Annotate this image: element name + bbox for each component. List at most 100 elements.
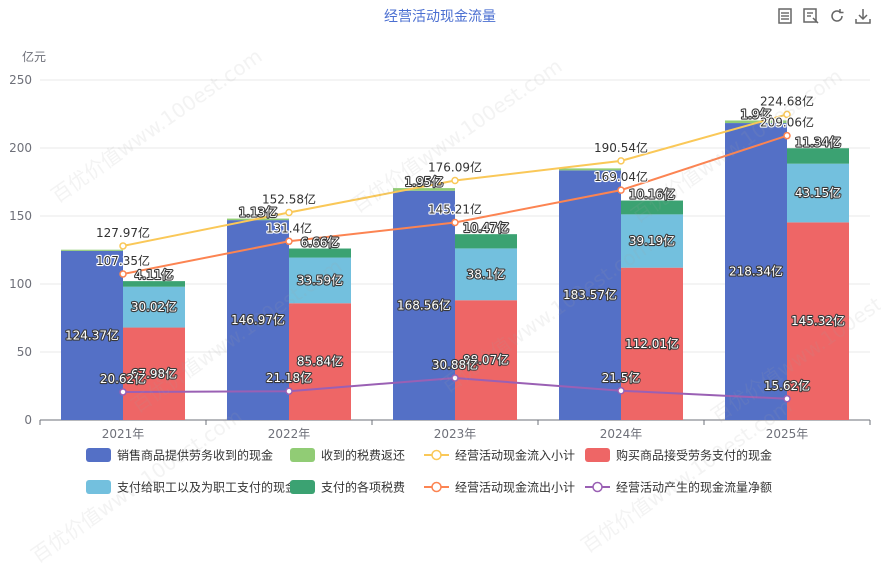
bar xyxy=(289,257,351,304)
x-tick-label: 2024年 xyxy=(600,427,643,441)
bar-value-label: 146.97亿 xyxy=(231,312,285,327)
bar-value-label: 218.34亿 xyxy=(729,264,783,279)
line-point xyxy=(451,374,459,382)
download-icon[interactable] xyxy=(853,6,873,26)
bar-value-label: 124.37亿 xyxy=(65,327,119,342)
legend-swatch xyxy=(290,480,315,494)
line-point xyxy=(783,110,791,119)
bar xyxy=(61,250,123,420)
bar-value-label: 11.34亿 xyxy=(795,134,841,149)
bar xyxy=(123,327,185,420)
bar-value-label: 1.13亿 xyxy=(239,205,278,220)
y-tick-label: 100 xyxy=(9,277,32,291)
x-tick-label: 2022年 xyxy=(268,427,311,441)
bar-value-label: 38.1亿 xyxy=(467,266,506,281)
line-point xyxy=(783,131,791,140)
bar xyxy=(61,249,123,251)
x-tick-label: 2025年 xyxy=(766,427,809,441)
line-value-label: 169.04亿 xyxy=(594,169,648,184)
bar xyxy=(455,248,517,301)
line-point xyxy=(451,218,459,227)
legend-label: 收到的税费返还 xyxy=(321,448,405,463)
line-point xyxy=(285,208,293,217)
legend-swatch-marker xyxy=(592,481,603,493)
line-point xyxy=(617,157,625,165)
legend-label: 支付给职工以及为职工支付的现金 xyxy=(117,480,297,495)
line-point xyxy=(119,242,127,250)
chart-title: 经营活动现金流量 xyxy=(384,9,496,25)
chart-canvas: 经营活动现金流量 亿元 0 50 100 150 200 250 124.37亿 146.9… xyxy=(9,9,871,495)
bar xyxy=(455,234,517,249)
line-point xyxy=(617,186,625,194)
legend-label: 支付的各项税费 xyxy=(321,480,405,495)
y-tick-label: 50 xyxy=(17,345,32,359)
bar-series xyxy=(61,120,849,420)
line-point xyxy=(119,270,127,278)
bar xyxy=(787,222,849,420)
line-value-label: 107.35亿 xyxy=(96,253,150,268)
bar xyxy=(559,168,621,171)
line-value-label: 131.4亿 xyxy=(266,220,312,235)
line-series xyxy=(119,110,791,403)
x-tick-label: 2021年 xyxy=(102,427,145,441)
y-tick-label: 150 xyxy=(9,209,32,223)
data-view-icon[interactable] xyxy=(775,6,795,26)
data-labels: 124.37亿 146.97亿 168.56亿 183.57亿 218.34亿 1.13亿… xyxy=(64,92,846,394)
bar xyxy=(227,220,289,420)
line-point xyxy=(119,388,127,396)
line-value-label: 145.21亿 xyxy=(428,202,482,217)
y-tick-label: 0 xyxy=(24,413,32,427)
bar xyxy=(725,123,787,420)
image-view-icon[interactable] xyxy=(801,6,821,26)
line-value-label: 21.18亿 xyxy=(266,370,312,385)
chart-toolbar xyxy=(775,6,873,26)
legend-swatch xyxy=(585,448,610,462)
y-axis-ticks: 0 50 100 150 200 250 xyxy=(9,73,32,427)
line-value-label: 190.54亿 xyxy=(594,140,648,155)
bar-value-label: 88.07亿 xyxy=(463,352,509,367)
line-point xyxy=(617,387,625,395)
x-axis-ticks: 2021年 2022年 2023年 2024年 2025年 xyxy=(39,420,871,441)
legend-label: 经营活动现金流入小计 xyxy=(455,448,575,463)
bar xyxy=(123,281,185,287)
bar-value-label: 10.47亿 xyxy=(463,220,509,235)
bar-value-label: 112.01亿 xyxy=(625,336,679,351)
bar xyxy=(559,170,621,420)
legend-swatch xyxy=(86,480,111,494)
line-value-label: 20.62亿 xyxy=(100,371,146,386)
bar xyxy=(621,200,683,215)
bar xyxy=(725,120,787,124)
legend-label: 经营活动现金流出小计 xyxy=(455,480,575,495)
x-tick-label: 2023年 xyxy=(434,427,477,441)
legend: 销售商品提供劳务收到的现金 收到的税费返还 经营活动现金流入小计 购买商品接受劳务支付… xyxy=(86,448,772,495)
bar-value-label: 4.11亿 xyxy=(135,267,174,282)
line-value-label: 30.88亿 xyxy=(432,357,478,372)
line-value-label: 15.62亿 xyxy=(764,378,810,393)
legend-swatch-marker xyxy=(431,481,442,493)
bar-value-label: 33.59亿 xyxy=(297,272,343,287)
bar xyxy=(621,267,683,420)
line-point xyxy=(285,387,293,395)
line-value-label: 152.58亿 xyxy=(262,191,316,206)
bar-value-label: 168.56亿 xyxy=(397,297,451,312)
bar-value-label: 1.95亿 xyxy=(405,174,444,189)
bar-value-label: 6.66亿 xyxy=(301,235,340,250)
bar xyxy=(123,286,185,328)
legend-label: 经营活动产生的现金流量净额 xyxy=(616,480,772,495)
bar xyxy=(455,300,517,420)
legend-swatch xyxy=(86,448,111,462)
legend-label: 销售商品提供劳务收到的现金 xyxy=(117,448,273,463)
bar-value-label: 1.9亿 xyxy=(740,106,771,121)
bar xyxy=(393,188,455,191)
bar-value-label: 145.32亿 xyxy=(791,313,845,328)
bar xyxy=(289,248,351,258)
line-value-label: 127.97亿 xyxy=(96,225,150,240)
bar-value-label: 85.84亿 xyxy=(297,354,343,369)
legend-swatch xyxy=(290,448,315,462)
refresh-icon[interactable] xyxy=(827,6,847,26)
line-value-label: 176.09亿 xyxy=(428,160,482,175)
line-point xyxy=(451,176,459,185)
bar xyxy=(787,163,849,223)
line-value-label: 21.5亿 xyxy=(602,370,641,385)
bar-value-label: 67.98亿 xyxy=(131,366,177,381)
